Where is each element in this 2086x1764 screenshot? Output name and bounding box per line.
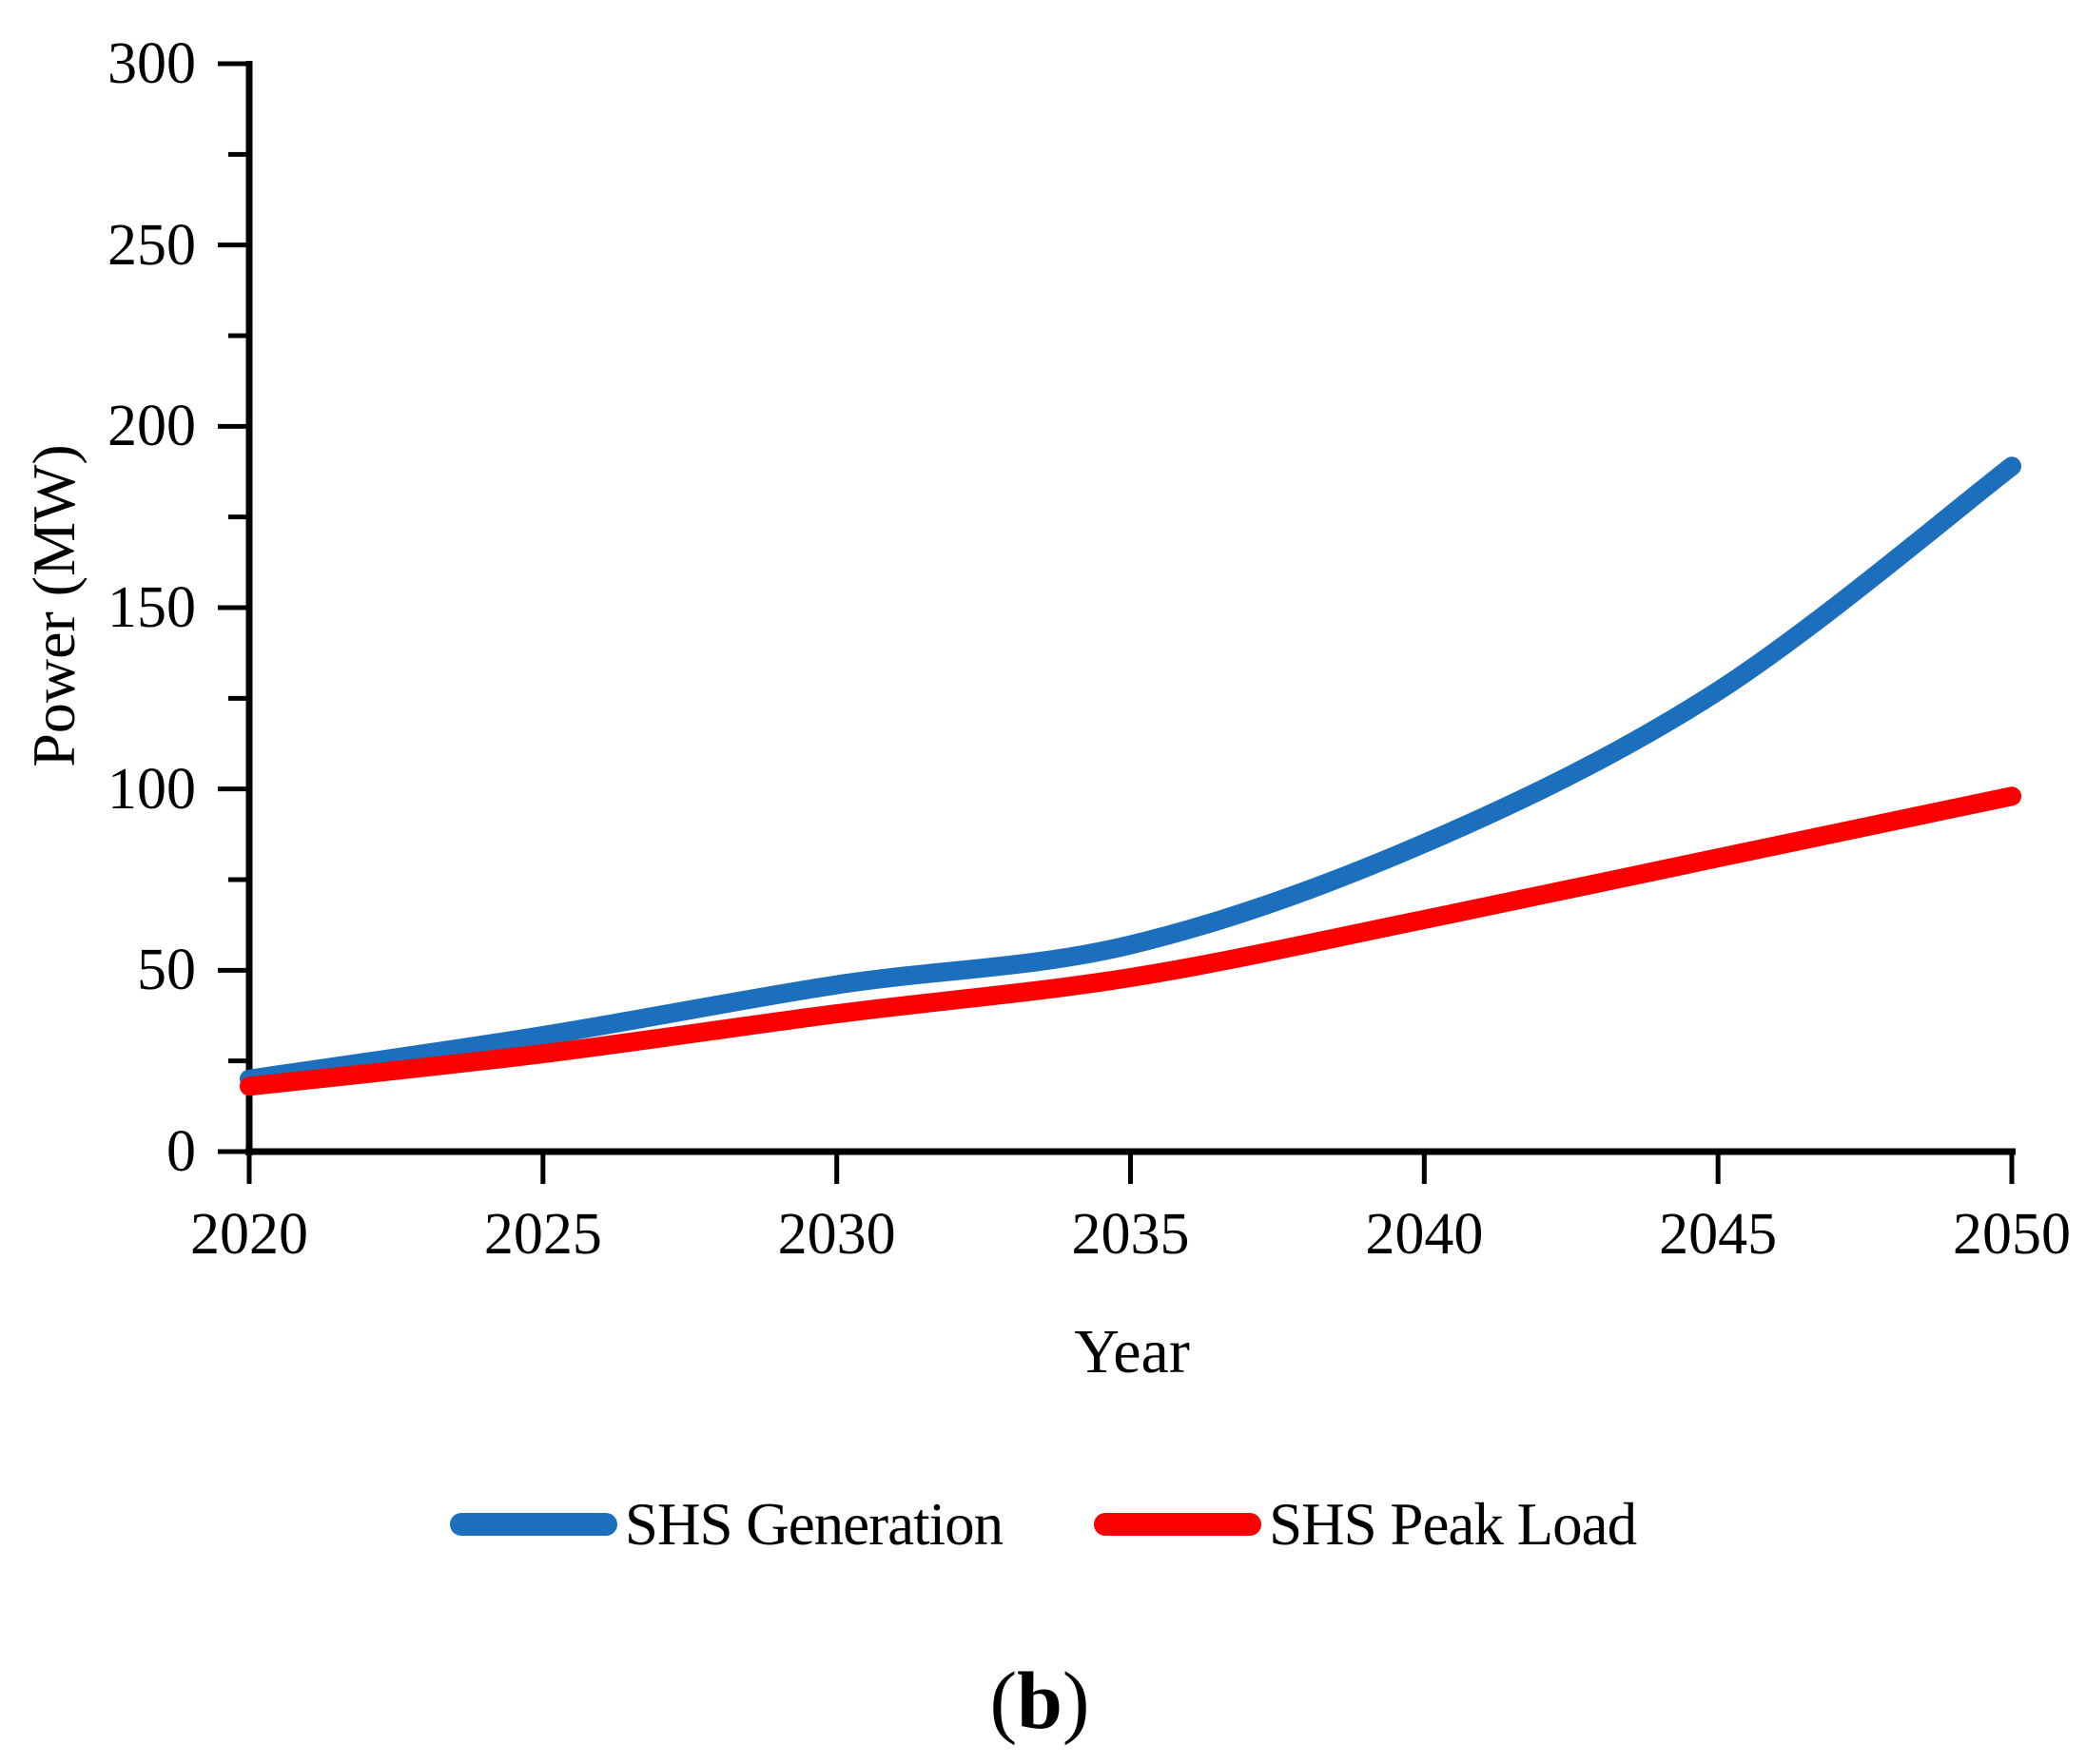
x-tick-label: 2025: [483, 1202, 602, 1267]
y-tick-label: 200: [107, 394, 196, 459]
caption-letter: b: [1017, 1655, 1062, 1746]
y-tick-label: 50: [137, 938, 196, 1003]
series-line-shs-peak-load: [240, 786, 2021, 1096]
legend-swatch: [449, 1513, 617, 1536]
x-tick-label: 2050: [1953, 1202, 2071, 1267]
x-tick-label: 2030: [777, 1202, 896, 1267]
caption-close-paren: ): [1062, 1655, 1090, 1746]
legend-item-shs-peak-load: SHS Peak Load: [1094, 1491, 1637, 1558]
y-tick-label: 150: [107, 575, 196, 640]
legend-label: SHS Peak Load: [1269, 1491, 1637, 1558]
x-tick-label: 2035: [1071, 1202, 1190, 1267]
y-tick-label: 250: [107, 212, 196, 278]
x-axis-title: Year: [1074, 1317, 1190, 1386]
y-tick-label: 300: [107, 31, 196, 96]
caption-open-paren: (: [989, 1655, 1018, 1746]
x-tick-label: 2040: [1365, 1202, 1484, 1267]
y-tick-label: 0: [166, 1119, 196, 1184]
x-tick-label: 2020: [190, 1202, 308, 1267]
legend-swatch: [1094, 1513, 1262, 1536]
legend-label: SHS Generation: [624, 1491, 1004, 1558]
chart-legend: SHS Generation SHS Peak Load: [0, 1491, 2086, 1558]
x-tick-label: 2045: [1659, 1202, 1778, 1267]
legend-item-shs-generation: SHS Generation: [449, 1491, 1004, 1558]
figure-caption: (b): [989, 1653, 1089, 1748]
series-line-shs-generation: [240, 456, 2021, 1089]
y-tick-label: 100: [107, 756, 196, 822]
